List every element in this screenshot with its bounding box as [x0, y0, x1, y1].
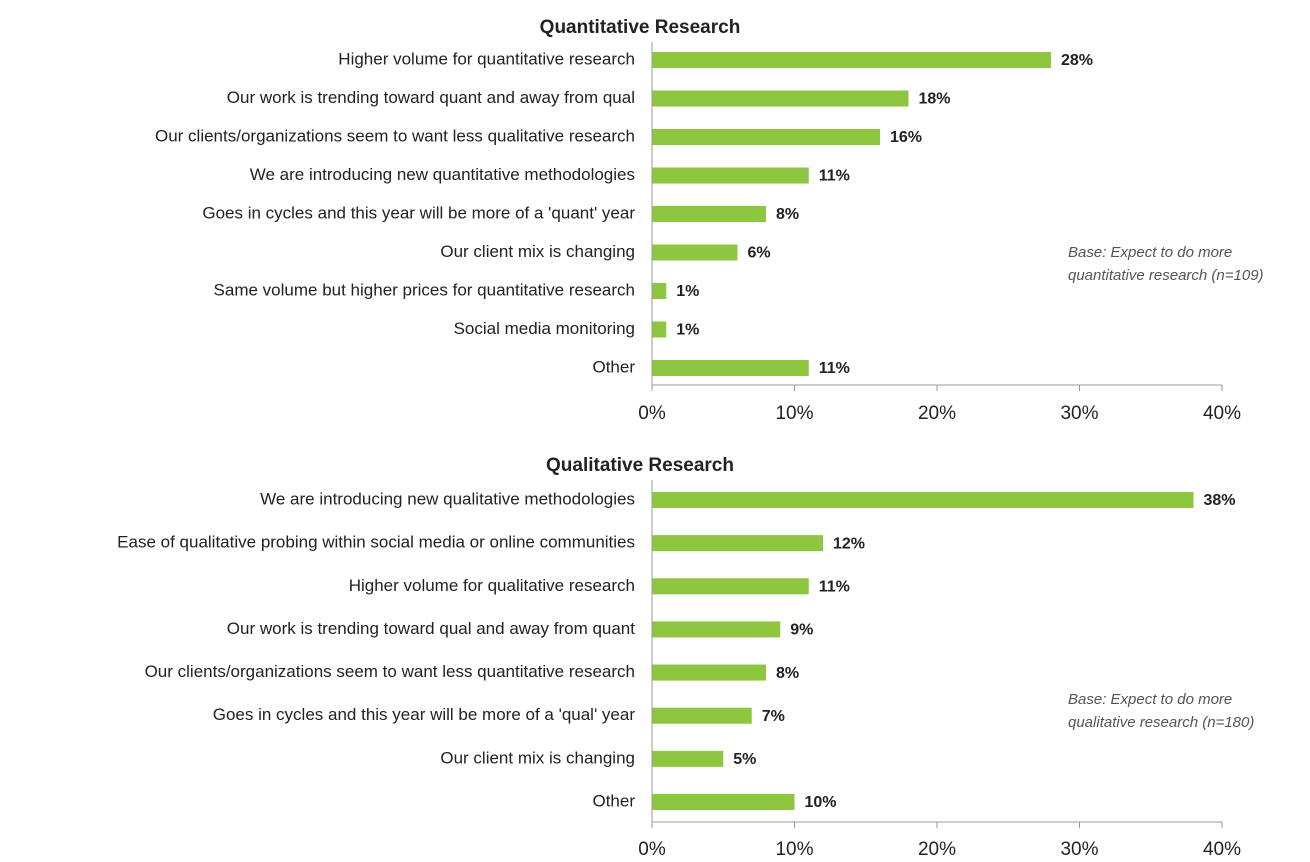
value-label: 9% — [790, 622, 813, 639]
bar — [652, 52, 1051, 68]
category-label: We are introducing new quantitative meth… — [250, 165, 635, 184]
x-tick-label: 40% — [1203, 403, 1241, 424]
bar — [652, 750, 724, 767]
category-label: Same volume but higher prices for quanti… — [214, 280, 635, 299]
bar — [652, 244, 738, 261]
bar — [652, 283, 667, 299]
category-label: Other — [592, 791, 635, 810]
x-tick-label: 30% — [1060, 839, 1098, 860]
x-tick-label: 30% — [1060, 403, 1098, 424]
value-label: 11% — [819, 579, 850, 596]
value-label: 28% — [1061, 52, 1093, 69]
value-label: 7% — [762, 708, 785, 725]
x-tick-label: 0% — [638, 403, 666, 424]
chart-title: Qualitative Research — [546, 455, 734, 476]
bar — [652, 621, 781, 638]
value-label: 18% — [919, 91, 951, 108]
value-label: 6% — [748, 245, 771, 262]
bar — [652, 535, 823, 552]
bar — [652, 578, 809, 595]
value-label: 8% — [776, 206, 799, 223]
bar — [652, 664, 766, 681]
x-tick-label: 10% — [775, 403, 813, 424]
value-label: 10% — [805, 794, 837, 811]
category-label: Goes in cycles and this year will be mor… — [202, 203, 635, 222]
x-tick-label: 20% — [918, 839, 956, 860]
bar — [652, 129, 880, 145]
value-label: 5% — [733, 751, 756, 768]
value-label: 1% — [676, 322, 699, 339]
category-label: Our work is trending toward quant and aw… — [227, 88, 635, 107]
category-label: Our client mix is changing — [440, 242, 635, 261]
category-label: Our client mix is changing — [440, 748, 635, 767]
value-label: 16% — [890, 129, 922, 146]
category-label: Higher volume for qualitative research — [349, 576, 635, 595]
annotation: quantitative research (n=109) — [1068, 267, 1264, 284]
value-label: 38% — [1204, 492, 1236, 509]
category-label: Our work is trending toward qual and awa… — [227, 619, 635, 638]
category-label: Goes in cycles and this year will be mor… — [213, 705, 636, 724]
bar — [652, 206, 766, 222]
bar — [652, 794, 795, 810]
x-tick-label: 10% — [775, 839, 813, 860]
bar — [652, 167, 809, 184]
category-label: Social media monitoring — [454, 319, 635, 338]
annotation: qualitative research (n=180) — [1068, 714, 1254, 731]
annotation: Base: Expect to do more — [1068, 244, 1232, 261]
category-label: Higher volume for quantitative research — [338, 49, 635, 68]
annotation: Base: Expect to do more — [1068, 691, 1232, 708]
category-label: Our clients/organizations seem to want l… — [155, 126, 635, 145]
value-label: 12% — [833, 535, 865, 552]
category-label: Other — [592, 357, 635, 376]
bar — [652, 321, 667, 338]
x-tick-label: 20% — [918, 403, 956, 424]
category-label: Ease of qualitative probing within socia… — [117, 533, 635, 552]
x-tick-label: 0% — [638, 839, 666, 860]
bar — [652, 360, 809, 376]
value-label: 11% — [819, 168, 850, 185]
category-label: We are introducing new qualitative metho… — [260, 489, 635, 508]
bar — [652, 90, 909, 107]
chart-title: Quantitative Research — [540, 17, 741, 38]
value-label: 11% — [819, 360, 850, 377]
value-label: 1% — [676, 283, 699, 300]
x-tick-label: 40% — [1203, 839, 1241, 860]
value-label: 8% — [776, 665, 799, 682]
bar — [652, 707, 752, 724]
bar — [652, 492, 1194, 508]
category-label: Our clients/organizations seem to want l… — [145, 662, 635, 681]
